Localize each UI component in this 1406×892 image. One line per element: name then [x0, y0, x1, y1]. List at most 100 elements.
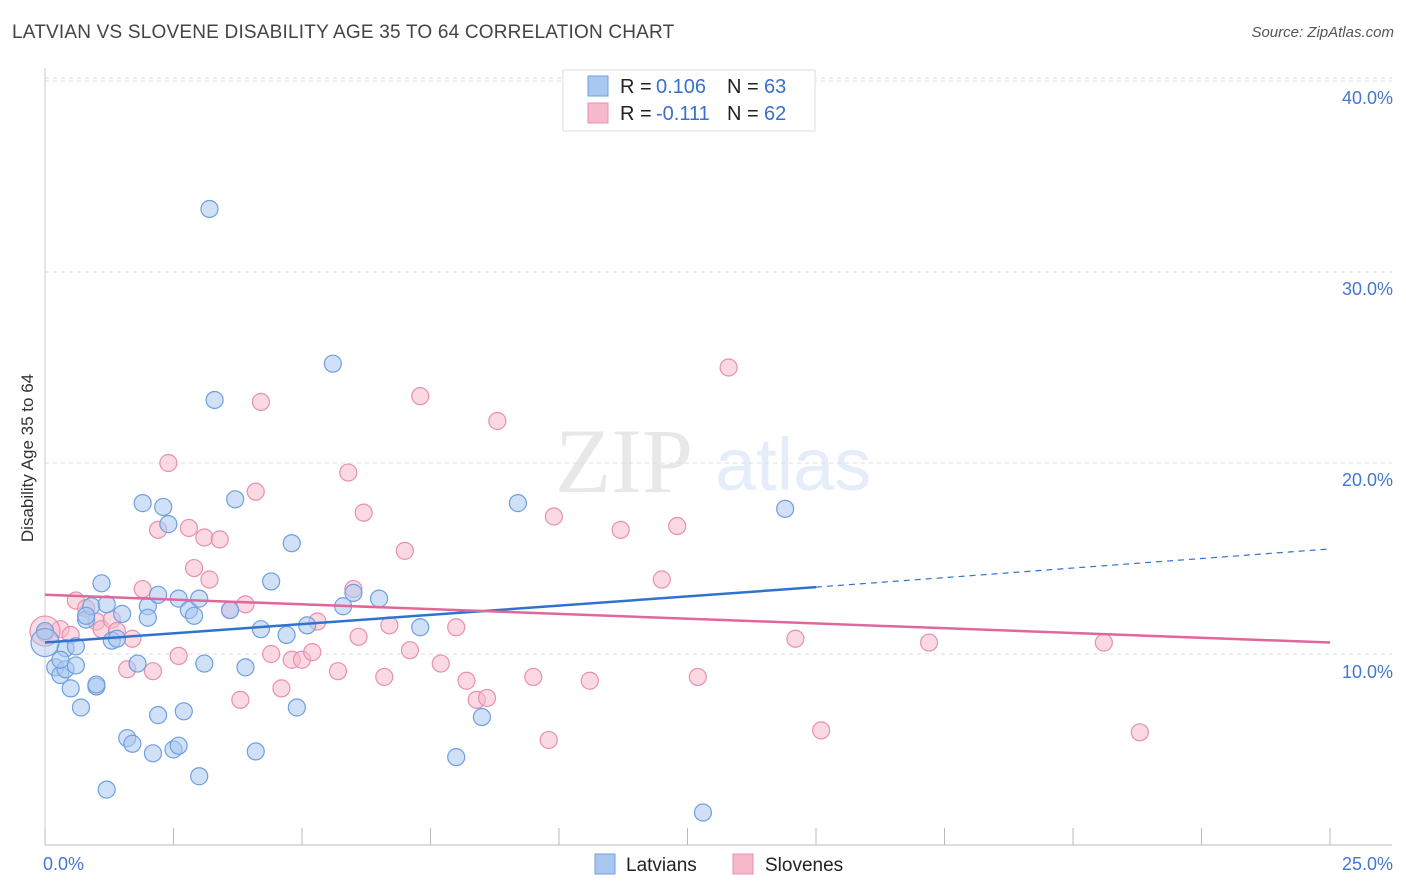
legend-r-label: R =	[620, 76, 652, 98]
slovene-point	[812, 721, 831, 740]
slovene-point	[400, 641, 420, 660]
slovene-point	[1094, 633, 1113, 652]
y-tick-label: 40.0%	[1342, 88, 1393, 108]
slovene-point	[524, 667, 543, 687]
slovene-point	[231, 690, 250, 709]
bottom-legend-swatch-slovenes	[732, 853, 754, 875]
latvian-point	[77, 606, 96, 625]
slovene-point	[477, 688, 497, 708]
slovene-point	[688, 667, 707, 687]
slovene-point	[133, 579, 152, 599]
latvian-point	[159, 515, 178, 534]
latvian-point	[133, 494, 152, 513]
latvian-point	[174, 702, 193, 721]
slovene-point	[457, 671, 476, 690]
slovene-point	[328, 662, 348, 681]
slovene-point	[246, 482, 265, 501]
chart-title: LATVIAN VS SLOVENE DISABILITY AGE 35 TO …	[12, 22, 675, 43]
source-label: Source: ZipAtlas.com	[1251, 24, 1394, 41]
slovene-point	[200, 570, 219, 589]
latvian-point	[472, 707, 491, 727]
latvian-point	[220, 600, 240, 620]
y-axis-title: Disability Age 35 to 64	[18, 374, 37, 542]
legend-n-label: N =	[727, 103, 759, 125]
slovene-point	[580, 671, 599, 690]
latvian-point	[66, 656, 85, 675]
latvian-point	[51, 650, 70, 669]
legend-swatch-latvians	[587, 75, 609, 97]
slovene-point	[539, 730, 558, 750]
latvian-point	[128, 654, 147, 673]
bottom-legend: Latvians Slovenes	[594, 853, 843, 876]
latvian-point	[123, 734, 142, 753]
slovene-point	[431, 654, 450, 673]
latvian-point	[190, 767, 209, 786]
slovene-point	[1130, 723, 1149, 742]
slovene-point	[719, 358, 738, 377]
slovene-point	[652, 570, 671, 589]
legend: R = 0.106 N = 63 R = -0.111 N = 62	[562, 69, 816, 132]
latvian-point	[226, 490, 245, 509]
latvian-point	[112, 604, 132, 623]
latvian-trend-extension	[815, 548, 1331, 588]
slovene-point	[195, 528, 214, 547]
latvian-trend-line	[44, 585, 817, 644]
latvian-point	[97, 780, 116, 799]
latvian-point	[411, 618, 430, 637]
slovene-point	[354, 503, 373, 522]
y-tick-label: 20.0%	[1342, 470, 1393, 490]
slovene-trend-line	[44, 593, 1331, 644]
slovene-point	[919, 633, 939, 652]
latvian-point	[370, 589, 389, 608]
latvian-point	[246, 742, 265, 761]
y-tick-label: 30.0%	[1342, 279, 1393, 299]
slovene-point	[143, 662, 163, 681]
slovene-point	[210, 530, 229, 549]
slovene-point	[611, 520, 630, 539]
slovene-point	[262, 644, 281, 664]
legend-n-value: 63	[764, 76, 786, 98]
slovene-point	[375, 667, 394, 687]
latvian-point	[184, 606, 204, 625]
legend-n-value: 62	[764, 103, 786, 125]
latvian-point	[251, 620, 270, 639]
latvian-point	[154, 497, 173, 517]
latvian-point	[71, 698, 91, 717]
trend-lines	[44, 548, 1331, 644]
y-tick-labels: 10.0% 20.0% 30.0% 40.0%	[1342, 88, 1393, 682]
latvian-point	[148, 706, 168, 725]
slovene-point	[169, 646, 188, 666]
y-tick-label: 10.0%	[1342, 662, 1393, 682]
watermark-zip: ZIP	[555, 410, 693, 512]
latvian-point	[92, 574, 111, 593]
slovene-point	[488, 411, 507, 431]
slovene-point	[544, 507, 563, 526]
latvian-point	[447, 748, 466, 767]
latvian-point	[169, 736, 188, 755]
latvian-point	[344, 583, 363, 602]
slovene-point	[349, 627, 368, 646]
latvian-point	[87, 675, 106, 694]
slovene-point	[447, 618, 466, 637]
slovene-point	[123, 629, 142, 648]
slovene-point	[303, 642, 322, 662]
watermark-atlas: atlas	[715, 423, 871, 506]
x-tick-label-max: 25.0%	[1342, 854, 1393, 874]
latvian-point	[138, 608, 157, 627]
legend-r-label: R =	[620, 103, 652, 125]
legend-r-value: -0.111	[656, 103, 710, 125]
slovene-point	[184, 558, 204, 578]
latvian-point	[195, 654, 214, 673]
latvian-point	[66, 637, 85, 656]
gridlines	[45, 80, 1392, 655]
latvian-point	[277, 625, 296, 645]
latvian-point	[148, 585, 168, 604]
latvian-point	[323, 354, 342, 373]
latvian-point	[282, 534, 301, 553]
latvian-point	[236, 658, 255, 677]
latvian-point	[143, 744, 163, 763]
slovene-point	[272, 679, 291, 698]
slovene-point	[159, 453, 178, 473]
bottom-legend-label: Slovenes	[765, 855, 843, 876]
